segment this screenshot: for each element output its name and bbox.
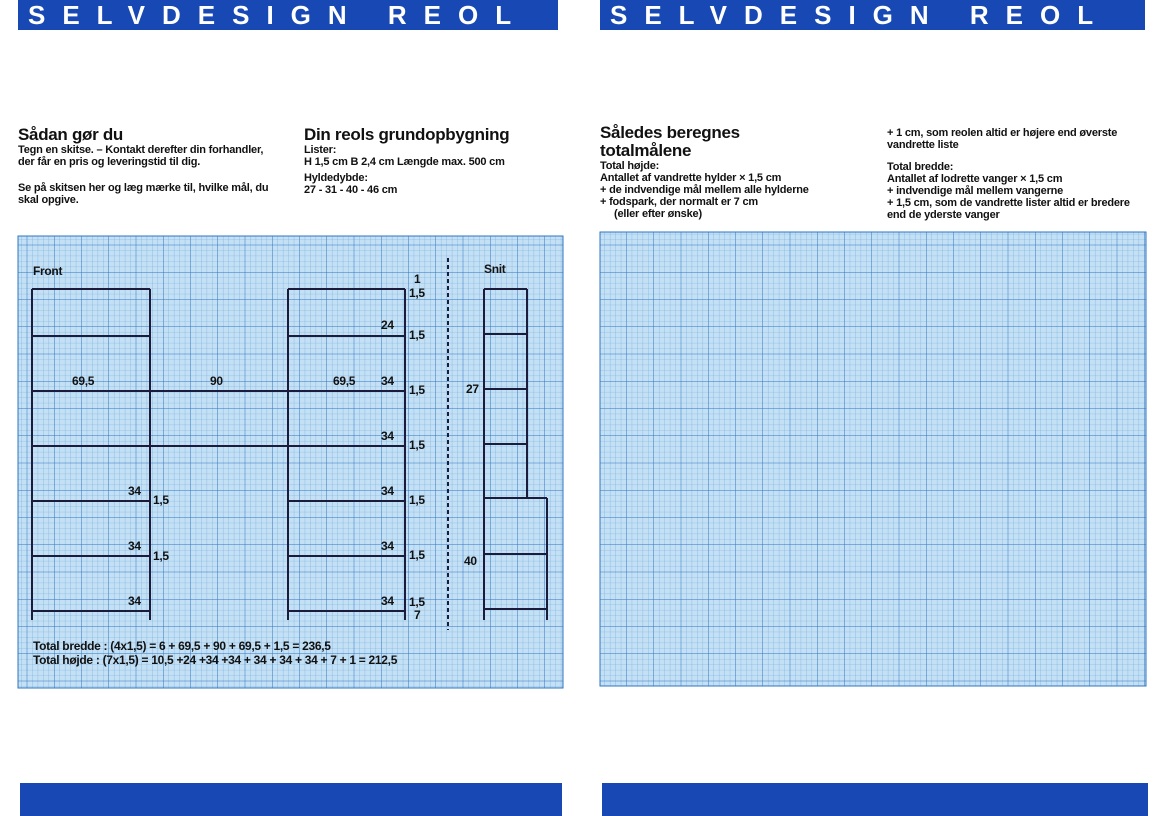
basics: Din reols grundopbygning Lister: H 1,5 c… <box>304 125 554 197</box>
front-sketch <box>31 288 406 620</box>
text-line: + indvendige mål mellem vangerne <box>887 185 1064 197</box>
dimension-label: 1,5 <box>153 493 169 507</box>
paragraph: Se på skitsen her og læg mærke til, hvil… <box>18 182 269 206</box>
dimension-label: 1,5 <box>409 548 425 562</box>
dimension-label: 34 <box>128 594 141 608</box>
dimension-label: 1,5 <box>409 595 425 609</box>
text-line: Lister: <box>304 144 337 156</box>
dimension-label: 1,5 <box>409 328 425 342</box>
paragraph: Tegn en skitse. – Kontakt derefter din f… <box>18 144 264 168</box>
text-line: H 1,5 cm B 2,4 cm Længde max. 500 cm <box>304 156 505 168</box>
dimension-label: 90 <box>210 374 223 388</box>
text-line: Total højde: <box>600 160 660 172</box>
section-sketch <box>483 288 548 620</box>
dimension-label: 1,5 <box>409 438 425 452</box>
total-line: Total bredde : (4x1,5) = 6 + 69,5 + 90 +… <box>33 639 331 653</box>
total-line: Total højde : (7x1,5) = 10,5 +24 +34 +34… <box>33 653 398 667</box>
text-line: Total bredde: <box>887 161 954 173</box>
text-line: 27 - 31 - 40 - 46 cm <box>304 184 398 196</box>
text-line: Antallet af lodrette vanger × 1,5 cm <box>887 173 1063 185</box>
calc-right: + 1 cm, som reolen altid er højere end ø… <box>887 127 1143 221</box>
banner: SELVDESIGN REOL <box>18 0 558 30</box>
front-label: Front <box>33 264 63 278</box>
section-label: Snit <box>484 262 506 276</box>
dimension-label: 34 <box>381 539 394 553</box>
dimension-label: 1,5 <box>409 286 425 300</box>
text-line: (eller efter ønske) <box>614 208 702 220</box>
dimension-label: 34 <box>128 484 141 498</box>
calc: Således beregnes totalmålene Total højde… <box>600 123 860 221</box>
dimension-label: 24 <box>381 318 394 332</box>
dimension-label: 1,5 <box>153 549 169 563</box>
dimension-label: 7 <box>414 608 421 622</box>
text-line: + 1,5 cm, som de vandrette lister altid … <box>887 197 1130 221</box>
dimension-label: 34 <box>381 429 394 443</box>
text-line: + de indvendige mål mellem alle hylderne <box>600 184 809 196</box>
banner: SELVDESIGN REOL <box>600 0 1145 30</box>
text-line: Antallet af vandrette hylder × 1,5 cm <box>600 172 782 184</box>
dimension-label: 1,5 <box>409 493 425 507</box>
how-to: Sådan gør du Tegn en skitse. – Kontakt d… <box>18 125 280 207</box>
dimension-label: 69,5 <box>333 374 356 388</box>
footer-bar <box>20 783 562 816</box>
text-line: Hyldedybde: <box>304 172 368 184</box>
grid <box>599 231 1147 687</box>
dimension-label: 69,5 <box>72 374 95 388</box>
text-line: + fodspark, der normalt er 7 cm <box>600 196 758 208</box>
dimension-label: 1 <box>414 272 421 286</box>
heading: Således beregnes totalmålene <box>600 123 740 160</box>
dimension-label: 34 <box>128 539 141 553</box>
text-line: + 1 cm, som reolen altid er højere end ø… <box>887 127 1118 151</box>
dimension-label: 34 <box>381 484 394 498</box>
grid <box>17 235 564 689</box>
dimension-label: 40 <box>464 554 477 568</box>
footer-bar <box>602 783 1148 816</box>
heading: Sådan gør du <box>18 125 124 144</box>
heading: Din reols grundopbygning <box>304 125 510 144</box>
dimension-label: 34 <box>381 374 394 388</box>
dimension-label: 1,5 <box>409 383 425 397</box>
dimension-label: 34 <box>381 594 394 608</box>
dimension-label: 27 <box>466 382 479 396</box>
